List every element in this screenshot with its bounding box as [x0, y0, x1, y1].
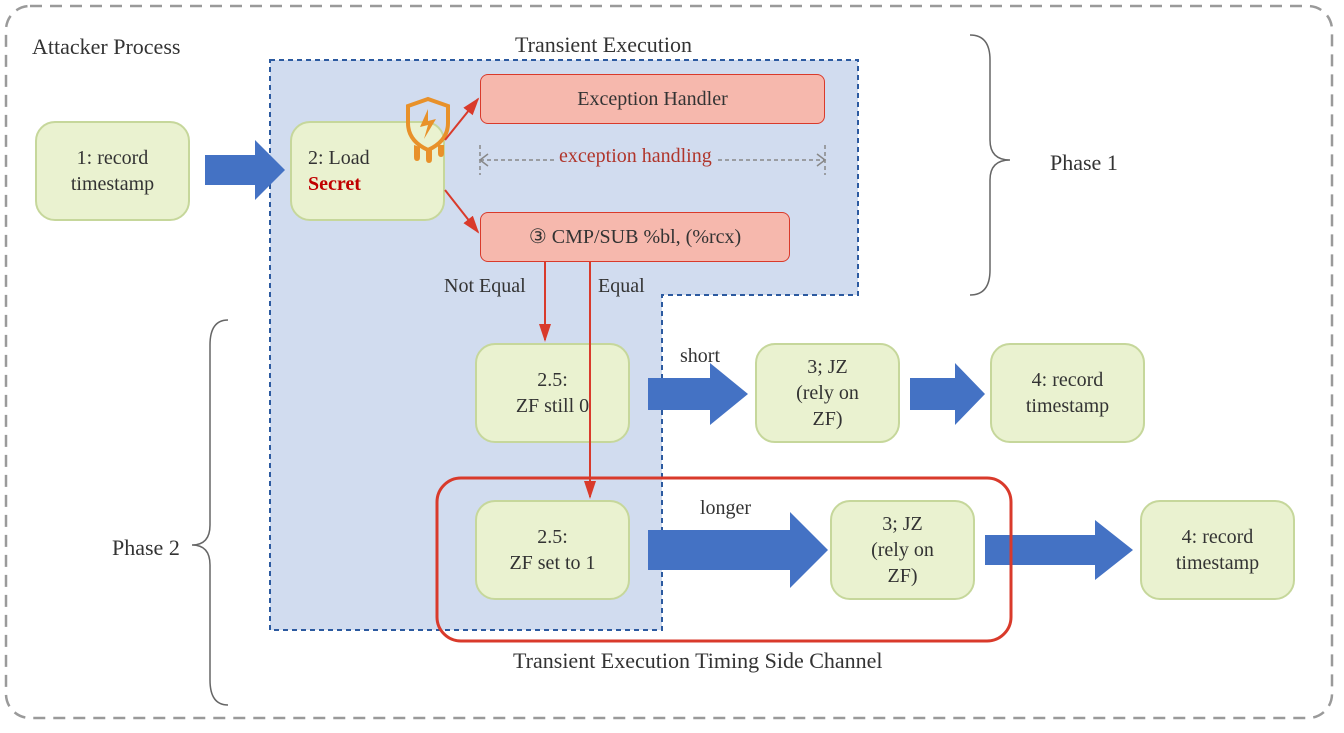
diagram-canvas: Attacker Process Transient Execution Pha…	[0, 0, 1344, 733]
side-channel-box	[0, 0, 1344, 733]
side-channel-label: Transient Execution Timing Side Channel	[513, 648, 883, 674]
